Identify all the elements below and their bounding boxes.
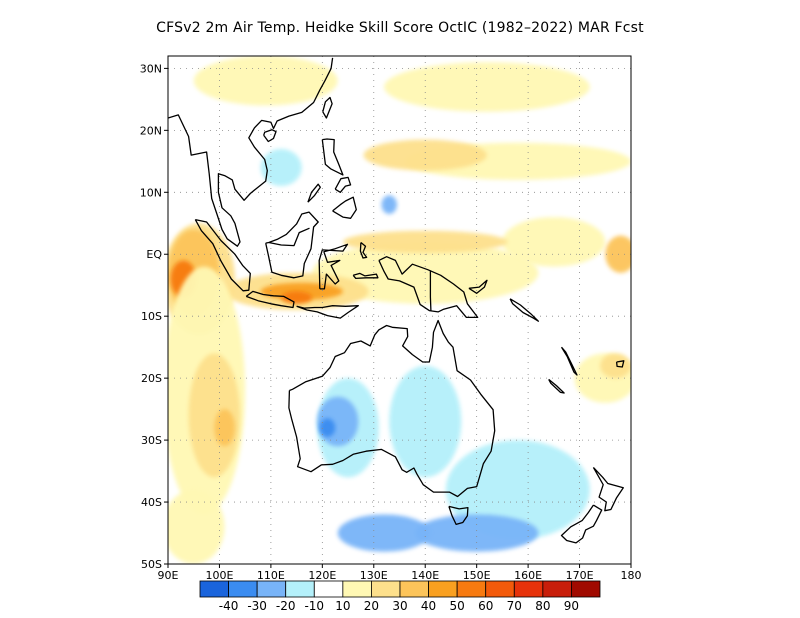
coastline-nz-south: [560, 504, 603, 544]
colorbar-swatch: [571, 580, 601, 598]
colorbar-label: 30: [392, 599, 407, 613]
score-region: [389, 365, 462, 478]
coastline-vanuatu: [560, 346, 578, 376]
lat-tick-label: EQ: [146, 248, 162, 261]
colorbar-swatch: [228, 580, 258, 598]
colorbar-label: -10: [304, 599, 324, 613]
lat-tick-label: 20N: [140, 124, 162, 137]
colorbar-label: 20: [364, 599, 379, 613]
latitude-axis: 30N 20N 10N EQ 10S 20S 30S 40S 50S: [140, 62, 168, 571]
score-region: [363, 139, 487, 171]
coastline-halmahera: [359, 241, 368, 259]
colorbar-label: 10: [335, 599, 350, 613]
coastline-fiji: [615, 360, 625, 368]
lon-tick-label: 150E: [463, 569, 491, 582]
coastline-sulawesi: [318, 243, 349, 290]
score-region: [605, 235, 631, 273]
colorbar-swatch: [456, 580, 487, 598]
colorbar-label: 50: [450, 599, 465, 613]
colorbar-swatch: [256, 580, 287, 598]
colorbar-swatch: [371, 580, 401, 598]
score-region: [337, 514, 431, 552]
coastline-hainan: [263, 129, 277, 143]
colorbar-swatch: [513, 580, 544, 598]
colorbar: -40 -30 -20 -10 10 20 30 40 50 60 70 80 90: [199, 580, 601, 613]
score-region: [168, 489, 225, 564]
coastline-lesser-sunda: [296, 305, 359, 319]
lon-tick-label: 160E: [514, 569, 542, 582]
score-region: [319, 418, 336, 437]
coastline-borneo: [265, 211, 319, 279]
map-frame: [167, 55, 632, 565]
coastline-asia-mainland: [168, 57, 334, 247]
colorbar-label: -40: [219, 599, 239, 613]
colorbar-swatch: [342, 580, 372, 598]
coastline-luzon: [321, 138, 344, 176]
colorbar-swatch: [313, 580, 344, 598]
lon-tick-label: 180: [621, 569, 642, 582]
lat-tick-label: 20S: [141, 372, 162, 385]
lat-tick-label: 30S: [141, 434, 162, 447]
coastline-new-caledonia: [548, 378, 565, 394]
colorbar-swatch: [428, 580, 458, 598]
colorbar-swatch: [199, 580, 229, 598]
score-region: [193, 56, 338, 106]
score-region: [342, 230, 508, 254]
colorbar-label: -30: [247, 599, 267, 613]
score-region: [381, 195, 397, 214]
score-region: [188, 353, 241, 478]
lat-tick-label: 30N: [140, 62, 162, 75]
coastline-borneo-border: [268, 227, 310, 247]
coastline-visayas: [334, 176, 352, 193]
lon-tick-label: 130E: [360, 569, 388, 582]
lat-tick-label: 50S: [141, 558, 162, 571]
colorbar-swatch: [485, 580, 515, 598]
colorbar-label: -20: [276, 599, 296, 613]
colorbar-label: 90: [564, 599, 579, 613]
lon-tick-label: 120E: [308, 569, 336, 582]
coastline-tasmania: [448, 505, 469, 526]
lon-tick-label: 90E: [158, 569, 179, 582]
colorbar-label: 70: [507, 599, 522, 613]
colorbar-swatch: [542, 580, 572, 598]
colorbar-swatch: [399, 580, 429, 598]
colorbar-swatch: [285, 580, 315, 598]
score-region: [600, 353, 631, 379]
score-region: [384, 62, 590, 112]
lon-tick-label: 100E: [205, 569, 233, 582]
coastline-sumatra: [194, 218, 251, 292]
score-region: [445, 440, 590, 540]
coastline-nz-north: [592, 466, 624, 512]
chart-title: CFSv2 2m Air Temp. Heidke Skill Score Oc…: [156, 20, 644, 36]
colorbar-label: 60: [478, 599, 493, 613]
coastline-solomon: [509, 298, 540, 322]
lat-tick-label: 10S: [141, 310, 162, 323]
lat-tick-label: 40S: [141, 496, 162, 509]
score-region: [281, 291, 313, 304]
coastline-palawan: [307, 183, 321, 203]
coastline-png-border: [429, 270, 432, 311]
coastline-java: [245, 290, 295, 309]
coastline-australia: [288, 319, 496, 498]
coastline-mindanao: [332, 196, 357, 219]
longitude-axis: 90E 100E 110E 120E 130E 140E 150E 160E 170E 180: [158, 564, 642, 582]
score-region: [414, 514, 539, 552]
lon-tick-label: 110E: [257, 569, 285, 582]
coastline-new-britain: [468, 279, 488, 294]
lat-tick-label: 10N: [140, 186, 162, 199]
lon-tick-label: 140E: [411, 569, 439, 582]
coastlines: [168, 57, 625, 544]
colorbar-label: 40: [421, 599, 436, 613]
score-region: [214, 409, 235, 447]
coastline-seram-buru: [352, 272, 379, 280]
colorbar-label: 80: [535, 599, 550, 613]
coastline-taiwan: [322, 96, 333, 119]
lon-tick-label: 170E: [566, 569, 594, 582]
coastline-new-guinea: [378, 256, 479, 319]
